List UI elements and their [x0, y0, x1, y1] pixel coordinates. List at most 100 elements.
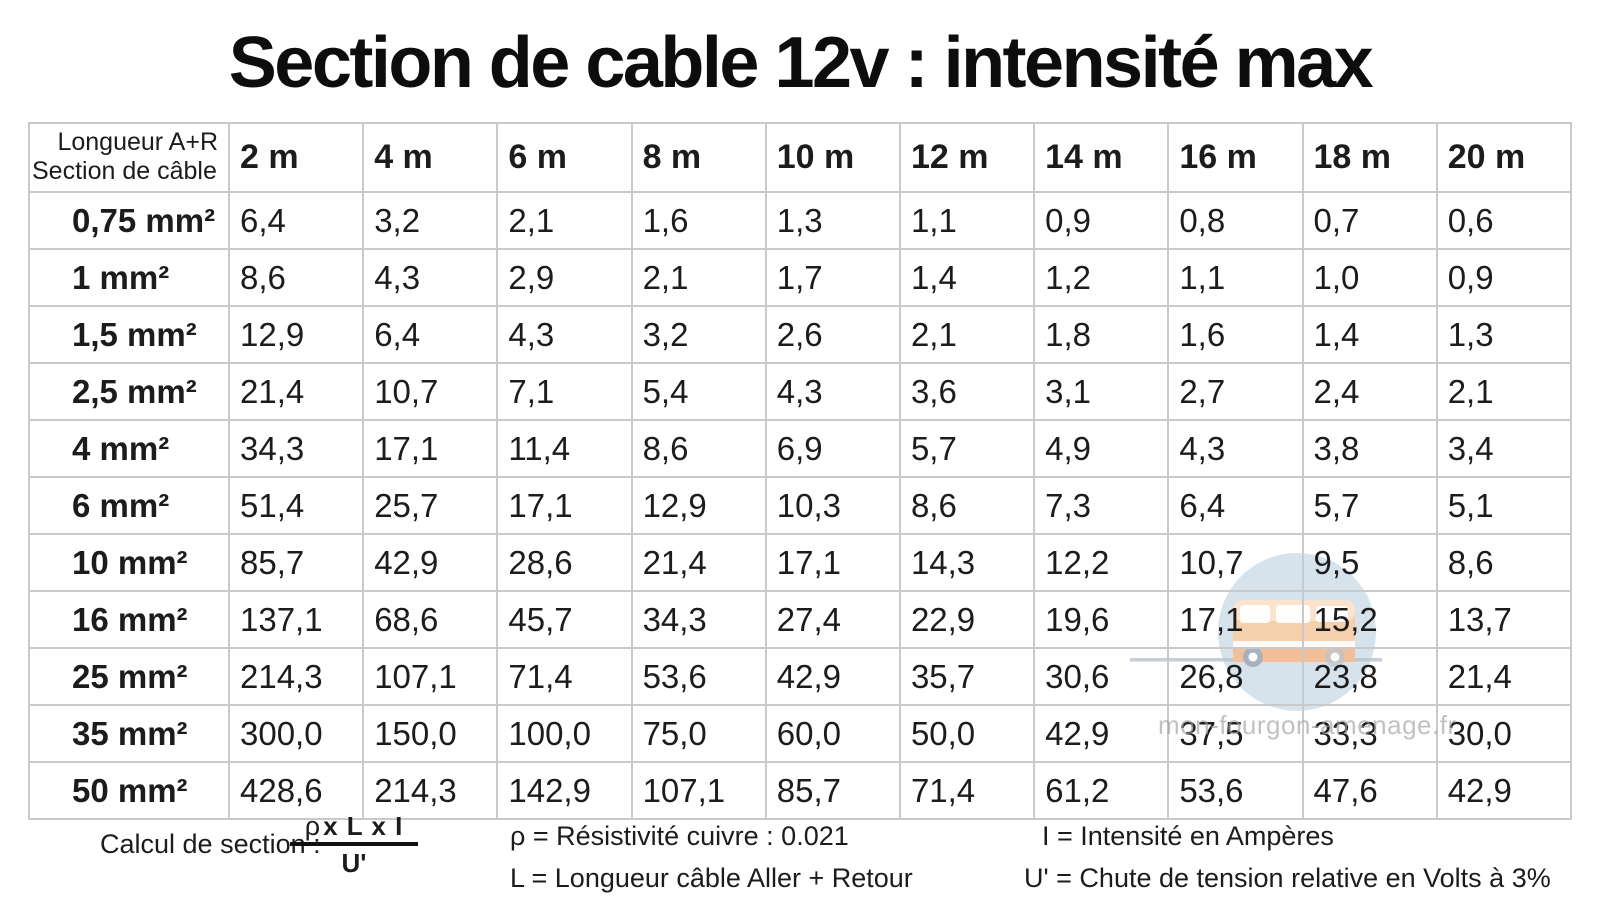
- table-row: 0,75 mm² 6,4 3,2 2,1 1,6 1,3 1,1 0,9 0,8 0,7 0,6: [28, 191, 1572, 250]
- value-cell: 17,1: [496, 476, 633, 535]
- value-cell: 150,0: [362, 704, 499, 763]
- value-cell: 3,4: [1435, 419, 1572, 478]
- table-row: 16 mm² 137,1 68,6 45,7 34,3 27,4 22,9 19,6 17,1 1…: [28, 590, 1572, 649]
- value-cell: 1,1: [898, 191, 1036, 250]
- table-row: 6 mm² 51,4 25,7 17,1 12,9 10,3 8,6 7,3 6,4 5,7 5,1: [28, 476, 1572, 535]
- corner-top-label: Longueur A+R: [57, 127, 218, 156]
- value-cell: 13,7: [1435, 590, 1572, 649]
- value-cell: 51,4: [227, 476, 365, 535]
- value-cell: 21,4: [1435, 647, 1572, 706]
- value-cell: 33,3: [1301, 704, 1438, 763]
- value-cell: 214,3: [362, 761, 499, 820]
- value-cell: 53,6: [1167, 761, 1304, 820]
- value-cell: 85,7: [227, 533, 365, 592]
- value-cell: 75,0: [630, 704, 767, 763]
- value-cell: 3,1: [1033, 362, 1170, 421]
- value-cell: 1,6: [1167, 305, 1304, 364]
- value-cell: 3,2: [630, 305, 767, 364]
- row-label: 1,5 mm²: [28, 305, 230, 364]
- value-cell: 2,7: [1167, 362, 1304, 421]
- value-cell: 11,4: [496, 419, 633, 478]
- value-cell: 5,7: [1301, 476, 1438, 535]
- formula-denominator: U': [341, 848, 367, 878]
- value-cell: 61,2: [1033, 761, 1170, 820]
- value-cell: 3,6: [898, 362, 1036, 421]
- value-cell: 0,6: [1435, 191, 1572, 250]
- value-cell: 137,1: [227, 590, 365, 649]
- value-cell: 6,4: [227, 191, 365, 250]
- watermark-text: mon-fourgon-amenage.fr: [1158, 710, 1457, 740]
- value-cell: 35,7: [898, 647, 1036, 706]
- value-cell: 17,1: [1167, 590, 1304, 649]
- value-cell: 71,4: [898, 761, 1036, 820]
- value-cell: 5,1: [1435, 476, 1572, 535]
- value-cell: 7,3: [1033, 476, 1170, 535]
- value-cell: 1,1: [1167, 248, 1304, 307]
- value-cell: 300,0: [227, 704, 365, 763]
- value-cell: 3,2: [362, 191, 499, 250]
- table-row: 1 mm² 8,6 4,3 2,9 2,1 1,7 1,4 1,2 1,1 1,0 0,9: [28, 248, 1572, 307]
- row-label: 50 mm²: [28, 761, 230, 820]
- row-label: 4 mm²: [28, 419, 230, 478]
- value-cell: 30,6: [1033, 647, 1170, 706]
- value-cell: 7,1: [496, 362, 633, 421]
- row-label: 16 mm²: [28, 590, 230, 649]
- legend-intensity: I = Intensité en Ampères: [1042, 821, 1334, 851]
- table-row: 4 mm² 34,3 17,1 11,4 8,6 6,9 5,7 4,9 4,3 3,8 3,4: [28, 419, 1572, 478]
- row-label: 1 mm²: [28, 248, 230, 307]
- value-cell: 37,5: [1167, 704, 1304, 763]
- value-cell: 6,4: [1167, 476, 1304, 535]
- table-row: 10 mm² 85,7 42,9 28,6 21,4 17,1 14,3 12,2 10,7 9,…: [28, 533, 1572, 592]
- value-cell: 1,4: [1301, 305, 1438, 364]
- value-cell: 21,4: [630, 533, 767, 592]
- value-cell: 0,9: [1435, 248, 1572, 307]
- value-cell: 45,7: [496, 590, 633, 649]
- value-cell: 71,4: [496, 647, 633, 706]
- value-cell: 5,4: [630, 362, 767, 421]
- value-cell: 4,3: [362, 248, 499, 307]
- value-cell: 3,8: [1301, 419, 1438, 478]
- value-cell: 1,4: [898, 248, 1036, 307]
- value-cell: 1,0: [1301, 248, 1438, 307]
- row-label: 2,5 mm²: [28, 362, 230, 421]
- value-cell: 1,3: [764, 191, 901, 250]
- value-cell: 22,9: [898, 590, 1036, 649]
- value-cell: 428,6: [227, 761, 365, 820]
- table-row: 2,5 mm² 21,4 10,7 7,1 5,4 4,3 3,6 3,1 2,7 2,4 2,1: [28, 362, 1572, 421]
- value-cell: 12,9: [630, 476, 767, 535]
- value-cell: 2,1: [630, 248, 767, 307]
- value-cell: 42,9: [362, 533, 499, 592]
- column-header: 20 m: [1435, 122, 1572, 193]
- value-cell: 1,8: [1033, 305, 1170, 364]
- value-cell: 9,5: [1301, 533, 1438, 592]
- table-row: 1,5 mm² 12,9 6,4 4,3 3,2 2,6 2,1 1,8 1,6 1,4 1,3: [28, 305, 1572, 364]
- value-cell: 14,3: [898, 533, 1036, 592]
- table-row: 50 mm² 428,6 214,3 142,9 107,1 85,7 71,4 61,2 53…: [28, 761, 1572, 820]
- value-cell: 8,6: [630, 419, 767, 478]
- row-label: 25 mm²: [28, 647, 230, 706]
- column-header: 12 m: [898, 122, 1036, 193]
- value-cell: 2,1: [1435, 362, 1572, 421]
- value-cell: 107,1: [362, 647, 499, 706]
- value-cell: 50,0: [898, 704, 1036, 763]
- column-header: 16 m: [1167, 122, 1304, 193]
- value-cell: 85,7: [764, 761, 901, 820]
- value-cell: 53,6: [630, 647, 767, 706]
- column-header: 2 m: [227, 122, 365, 193]
- column-header: 10 m: [764, 122, 901, 193]
- value-cell: 4,3: [764, 362, 901, 421]
- value-cell: 8,6: [898, 476, 1036, 535]
- value-cell: 68,6: [362, 590, 499, 649]
- legend-resistivity: ρ = Résistivité cuivre : 0.021: [510, 821, 849, 851]
- column-header: 14 m: [1033, 122, 1170, 193]
- column-header: 8 m: [630, 122, 767, 193]
- value-cell: 17,1: [764, 533, 901, 592]
- value-cell: 2,6: [764, 305, 901, 364]
- value-cell: 1,6: [630, 191, 767, 250]
- value-cell: 10,7: [1167, 533, 1304, 592]
- column-header: 6 m: [496, 122, 633, 193]
- formula-label: Calcul de section :: [100, 829, 321, 859]
